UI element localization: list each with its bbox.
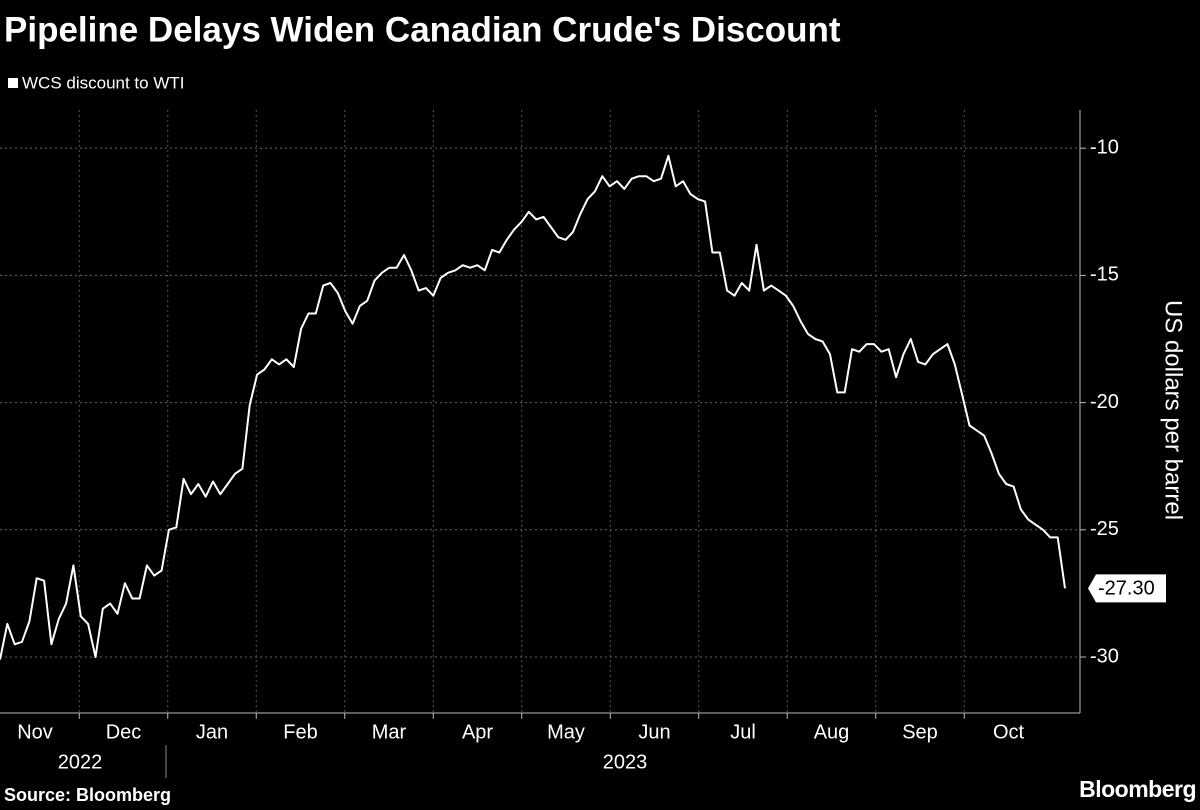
legend-swatch bbox=[8, 78, 18, 88]
x-tick-label: Jan bbox=[196, 721, 228, 743]
y-tick-label: -25 bbox=[1090, 518, 1119, 540]
y-axis-label: US dollars per barrel bbox=[1160, 300, 1187, 520]
x-tick-label: May bbox=[547, 721, 585, 743]
brand: Bloomberg bbox=[1079, 776, 1196, 802]
chart-title: Pipeline Delays Widen Canadian Crude's D… bbox=[4, 10, 841, 49]
source: Source: Bloomberg bbox=[4, 785, 171, 805]
value-label: -27.30 bbox=[1098, 578, 1155, 600]
x-tick-label: Oct bbox=[993, 721, 1025, 743]
x-tick-label: Mar bbox=[372, 721, 407, 743]
x-tick-label: Dec bbox=[106, 721, 142, 743]
x-tick-label: Apr bbox=[462, 721, 493, 743]
line bbox=[0, 154, 1066, 660]
y-tick-label: -15 bbox=[1090, 264, 1119, 286]
x-tick-label: Jun bbox=[638, 721, 670, 743]
x-tick-label: Sep bbox=[902, 721, 938, 743]
y-tick-label: -30 bbox=[1090, 645, 1119, 667]
x-tick-label: Aug bbox=[814, 721, 850, 743]
x-tick-label: Jul bbox=[730, 721, 756, 743]
value-label-box bbox=[1088, 574, 1166, 603]
year-label: 2022 bbox=[58, 751, 103, 773]
x-tick-label: Nov bbox=[17, 721, 53, 743]
year-label: 2023 bbox=[603, 751, 648, 773]
y-tick-label: -10 bbox=[1090, 136, 1119, 158]
y-tick-label: -20 bbox=[1090, 391, 1119, 413]
legend-label: WCS discount to WTI bbox=[22, 73, 184, 92]
x-tick-label: Feb bbox=[283, 721, 317, 743]
